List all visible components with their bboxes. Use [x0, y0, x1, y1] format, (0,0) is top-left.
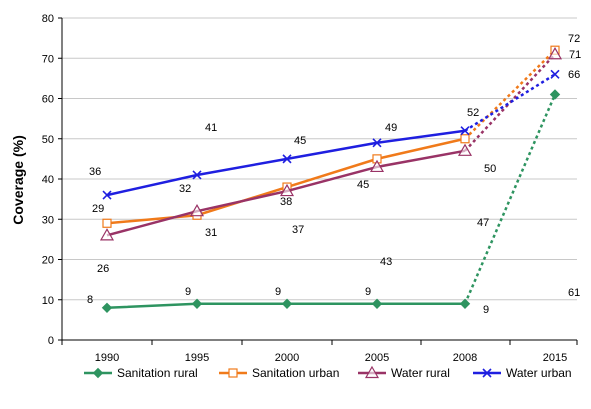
- series-projection-line: [464, 53, 556, 152]
- series-line: [106, 137, 466, 225]
- marker-triangle: [547, 47, 563, 60]
- marker-square: [102, 218, 112, 228]
- marker-diamond: [459, 298, 471, 309]
- data-label: 9: [365, 286, 371, 298]
- y-tick-label: 50: [42, 134, 54, 146]
- data-label: 41: [205, 122, 217, 134]
- y-tick-labels: 0 10 20 30 40 50 60 70 80: [42, 13, 54, 347]
- series-sanitation-rural: [101, 89, 561, 314]
- marker-triangle: [279, 183, 295, 197]
- data-label: 52: [467, 107, 479, 119]
- marker-triangle: [99, 228, 115, 241]
- marker-triangle: [364, 365, 380, 379]
- legend-item: Sanitation rural: [84, 366, 198, 380]
- x-tick-label: 2000: [275, 352, 299, 364]
- data-label: 45: [294, 135, 306, 147]
- marker-x-stroke: [372, 138, 382, 148]
- marker-square: [228, 368, 238, 378]
- gridlines: [62, 17, 577, 301]
- legend-item: Sanitation urban: [219, 366, 339, 380]
- data-label: 32: [179, 183, 191, 195]
- y-tick-label: 0: [48, 335, 54, 347]
- marker-x: [282, 154, 292, 164]
- data-label: 31: [205, 227, 217, 239]
- legend-label: Sanitation urban: [252, 366, 339, 380]
- marker-x-stroke: [102, 190, 112, 200]
- legend-item: Water urban: [473, 366, 572, 380]
- data-label: 61: [568, 287, 580, 299]
- y-axis-title: Coverage (%): [10, 135, 26, 224]
- x-tick-label: 1995: [185, 352, 209, 364]
- y-tick-label: 80: [42, 13, 54, 25]
- series-water-urban: [102, 69, 560, 200]
- data-label: 45: [357, 179, 369, 191]
- marker-diamond: [281, 298, 293, 309]
- data-label: 47: [477, 217, 489, 229]
- y-tick-label: 40: [42, 174, 54, 186]
- data-label: 29: [92, 203, 104, 215]
- data-label: 37: [292, 224, 304, 236]
- x-tick-label: 1990: [95, 352, 119, 364]
- data-label: 72: [568, 33, 580, 45]
- series-sanitation-urban: [102, 45, 560, 228]
- marker-x-stroke: [482, 368, 492, 378]
- marker-x: [550, 69, 560, 79]
- marker-diamond: [191, 298, 203, 309]
- x-tick-label: 2015: [543, 352, 567, 364]
- data-label: 50: [484, 163, 496, 175]
- data-label: 43: [380, 256, 392, 268]
- x-tick-labels: 1990 1995 2000 2005 2008 2015: [95, 352, 567, 364]
- marker-x-stroke: [192, 170, 202, 180]
- x-tick-label: 2005: [365, 352, 389, 364]
- marker-x-stroke: [282, 154, 292, 164]
- data-label: 66: [568, 69, 580, 81]
- data-label: 49: [385, 122, 397, 134]
- marker-diamond: [101, 302, 113, 314]
- legend-label: Sanitation rural: [117, 366, 198, 380]
- axes: [58, 17, 578, 345]
- marker-diamond: [92, 367, 104, 379]
- y-tick-label: 30: [42, 214, 54, 226]
- marker-x: [102, 190, 112, 200]
- data-label: 9: [275, 286, 281, 298]
- series-water-rural: [99, 47, 563, 241]
- legend-item: Water rural: [358, 365, 450, 380]
- data-label: 9: [185, 286, 191, 298]
- marker-x-stroke: [550, 69, 560, 79]
- marker-triangle: [189, 203, 205, 217]
- data-label: 9: [483, 304, 489, 316]
- legend-label: Water rural: [391, 366, 450, 380]
- marker-triangle: [369, 159, 385, 173]
- marker-x: [372, 138, 382, 148]
- data-label: 8: [87, 294, 93, 306]
- y-tick-label: 20: [42, 255, 54, 267]
- series-projection-line: [463, 93, 557, 305]
- marker-x: [460, 126, 470, 136]
- x-tick-label: 2008: [453, 352, 477, 364]
- marker-triangle: [457, 143, 473, 156]
- series-layer: [99, 45, 563, 314]
- marker-diamond: [549, 89, 561, 100]
- marker-x-stroke: [460, 126, 470, 136]
- data-labels: 8 9 9 9 9 61 29 31 38 45 50 72 26 32 37 43 47 71 36 41 45 49 5…: [87, 33, 581, 316]
- data-label: 26: [97, 263, 109, 275]
- y-tick-label: 10: [42, 295, 54, 307]
- y-tick-label: 70: [42, 53, 54, 65]
- marker-x: [482, 368, 492, 378]
- y-tick-label: 60: [42, 94, 54, 106]
- legend-label: Water urban: [506, 366, 572, 380]
- data-label: 36: [89, 166, 101, 178]
- data-label: 38: [280, 196, 292, 208]
- data-label: 71: [569, 49, 581, 61]
- legend: Sanitation rural Sanitation urban Water ru…: [84, 365, 572, 380]
- marker-diamond: [371, 298, 383, 309]
- marker-x: [192, 170, 202, 180]
- marker-square: [460, 134, 470, 144]
